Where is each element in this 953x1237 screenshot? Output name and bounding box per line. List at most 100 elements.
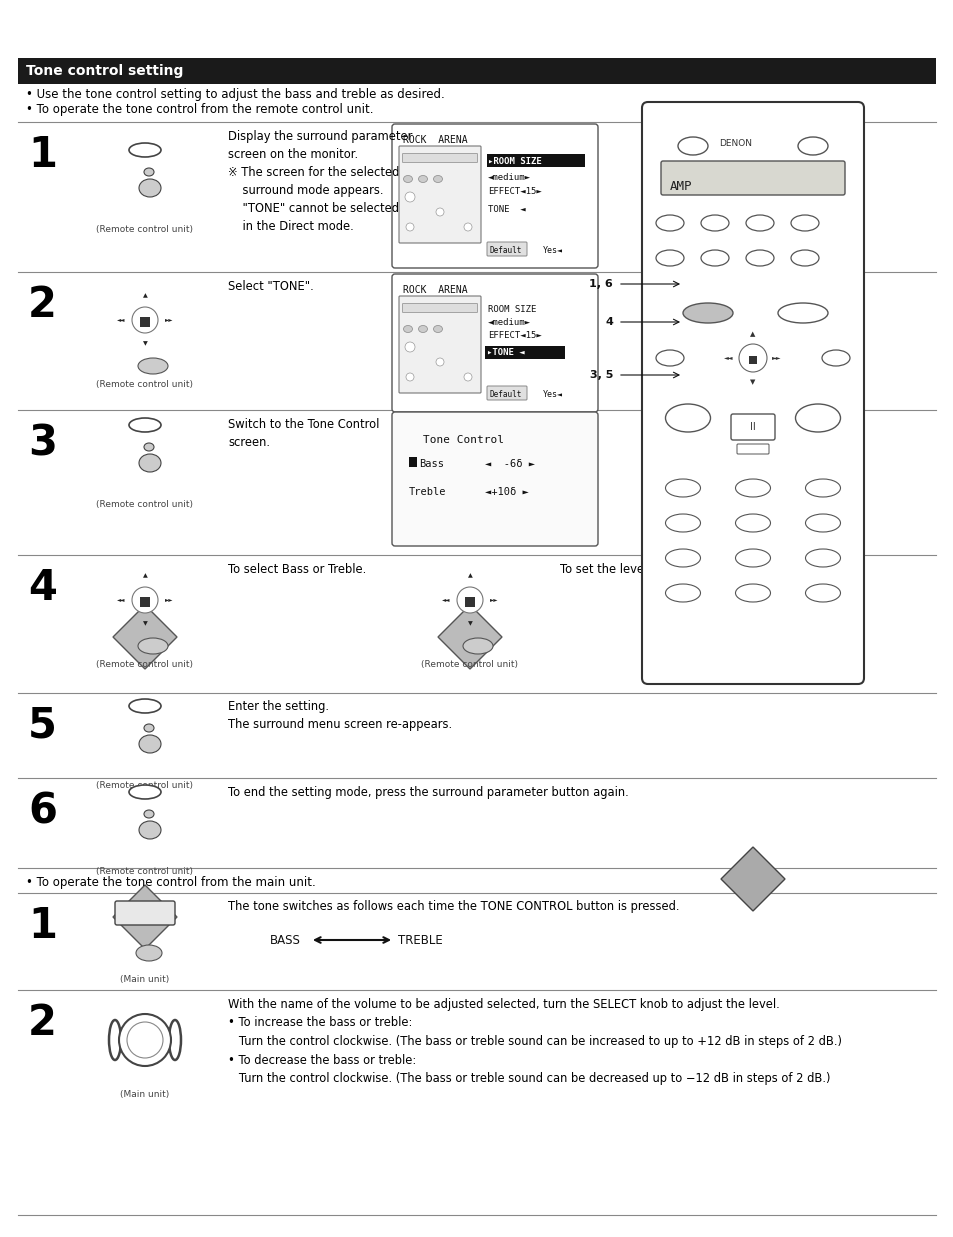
Circle shape <box>739 344 766 372</box>
Polygon shape <box>720 847 784 910</box>
Ellipse shape <box>790 250 818 266</box>
Ellipse shape <box>656 350 683 366</box>
Text: DENON: DENON <box>719 140 752 148</box>
Text: EFFECT◄15►: EFFECT◄15► <box>488 332 541 340</box>
Text: II: II <box>749 422 755 432</box>
Ellipse shape <box>790 215 818 231</box>
Ellipse shape <box>136 945 162 961</box>
Ellipse shape <box>804 584 840 602</box>
Text: 1: 1 <box>28 134 57 176</box>
Text: With the name of the volume to be adjusted selected, turn the SELECT knob to adj: With the name of the volume to be adjust… <box>228 998 841 1085</box>
Bar <box>140 317 150 327</box>
Ellipse shape <box>463 374 472 381</box>
Text: ◄medium►: ◄medium► <box>488 318 531 327</box>
FancyBboxPatch shape <box>486 153 584 167</box>
FancyBboxPatch shape <box>115 901 174 925</box>
Text: ◄◄: ◄◄ <box>441 597 450 602</box>
Text: 5: 5 <box>28 705 57 747</box>
Text: ▲: ▲ <box>467 574 472 579</box>
Ellipse shape <box>436 208 443 216</box>
FancyBboxPatch shape <box>486 386 526 400</box>
Ellipse shape <box>139 454 161 473</box>
Text: ▸TONE ◄: ▸TONE ◄ <box>486 348 524 357</box>
Text: Switch to the Tone Control
screen.: Switch to the Tone Control screen. <box>228 418 379 449</box>
Ellipse shape <box>778 303 827 323</box>
FancyBboxPatch shape <box>392 124 598 268</box>
Text: 1, 6: 1, 6 <box>589 280 613 289</box>
Ellipse shape <box>745 215 773 231</box>
Text: BASS: BASS <box>270 934 300 946</box>
Ellipse shape <box>665 479 700 497</box>
Ellipse shape <box>129 699 161 713</box>
Text: ▲: ▲ <box>143 293 147 298</box>
Ellipse shape <box>682 303 732 323</box>
Bar <box>409 456 416 468</box>
Text: Bass: Bass <box>418 459 443 469</box>
Text: • To operate the tone control from the remote control unit.: • To operate the tone control from the r… <box>26 103 374 116</box>
Ellipse shape <box>406 223 414 231</box>
Polygon shape <box>112 605 177 669</box>
Polygon shape <box>112 884 177 949</box>
Text: The tone switches as follows each time the TONE CONTROL button is pressed.: The tone switches as follows each time t… <box>228 901 679 913</box>
FancyBboxPatch shape <box>730 414 774 440</box>
Ellipse shape <box>804 549 840 567</box>
Ellipse shape <box>665 515 700 532</box>
FancyBboxPatch shape <box>398 146 480 242</box>
Text: ►►: ►► <box>489 597 497 602</box>
Ellipse shape <box>433 176 442 183</box>
Text: ROOM SIZE: ROOM SIZE <box>488 306 536 314</box>
Ellipse shape <box>463 223 472 231</box>
Ellipse shape <box>735 515 770 532</box>
Bar <box>464 597 475 607</box>
Ellipse shape <box>144 443 153 452</box>
Text: (Remote control unit): (Remote control unit) <box>96 781 193 790</box>
Text: • To operate the tone control from the main unit.: • To operate the tone control from the m… <box>26 876 315 889</box>
Ellipse shape <box>129 143 161 157</box>
Circle shape <box>132 588 158 614</box>
Bar <box>140 597 150 607</box>
Ellipse shape <box>138 357 168 374</box>
Ellipse shape <box>144 810 153 818</box>
Circle shape <box>127 1022 163 1058</box>
Ellipse shape <box>797 137 827 155</box>
Text: ▼: ▼ <box>467 621 472 626</box>
Ellipse shape <box>678 137 707 155</box>
Text: ▼: ▼ <box>143 621 147 626</box>
FancyBboxPatch shape <box>641 101 863 684</box>
Text: Treble: Treble <box>409 487 446 497</box>
Text: ◄  -6δ ►: ◄ -6δ ► <box>484 459 535 469</box>
Text: ▲: ▲ <box>143 574 147 579</box>
Ellipse shape <box>735 584 770 602</box>
Text: (Main unit): (Main unit) <box>120 975 170 983</box>
Ellipse shape <box>436 357 443 366</box>
Ellipse shape <box>745 250 773 266</box>
Text: ►►: ►► <box>771 355 781 360</box>
Text: Yes◄: Yes◄ <box>542 246 562 255</box>
Ellipse shape <box>129 785 161 799</box>
Text: Display the surround parameter
screen on the monitor.
※ The screen for the selec: Display the surround parameter screen on… <box>228 130 412 233</box>
Ellipse shape <box>138 638 168 654</box>
Text: ◄medium►: ◄medium► <box>488 173 531 182</box>
FancyBboxPatch shape <box>392 275 598 412</box>
Text: ▲: ▲ <box>749 332 755 336</box>
Ellipse shape <box>735 479 770 497</box>
Text: ◄+10δ ►: ◄+10δ ► <box>484 487 528 497</box>
FancyBboxPatch shape <box>18 58 935 84</box>
Ellipse shape <box>665 584 700 602</box>
Ellipse shape <box>700 215 728 231</box>
FancyBboxPatch shape <box>484 346 564 359</box>
Ellipse shape <box>418 325 427 333</box>
Text: TONE  ◄: TONE ◄ <box>488 205 525 214</box>
FancyBboxPatch shape <box>392 412 598 546</box>
Ellipse shape <box>804 479 840 497</box>
Text: (Remote control unit): (Remote control unit) <box>96 867 193 876</box>
Text: Yes◄: Yes◄ <box>542 390 562 400</box>
Text: AMP: AMP <box>669 181 692 193</box>
Text: (Remote control unit): (Remote control unit) <box>96 380 193 388</box>
Ellipse shape <box>804 515 840 532</box>
Text: 3: 3 <box>28 422 57 464</box>
Text: Default: Default <box>490 246 522 255</box>
Ellipse shape <box>139 735 161 753</box>
FancyBboxPatch shape <box>402 303 477 313</box>
Circle shape <box>119 1014 171 1066</box>
